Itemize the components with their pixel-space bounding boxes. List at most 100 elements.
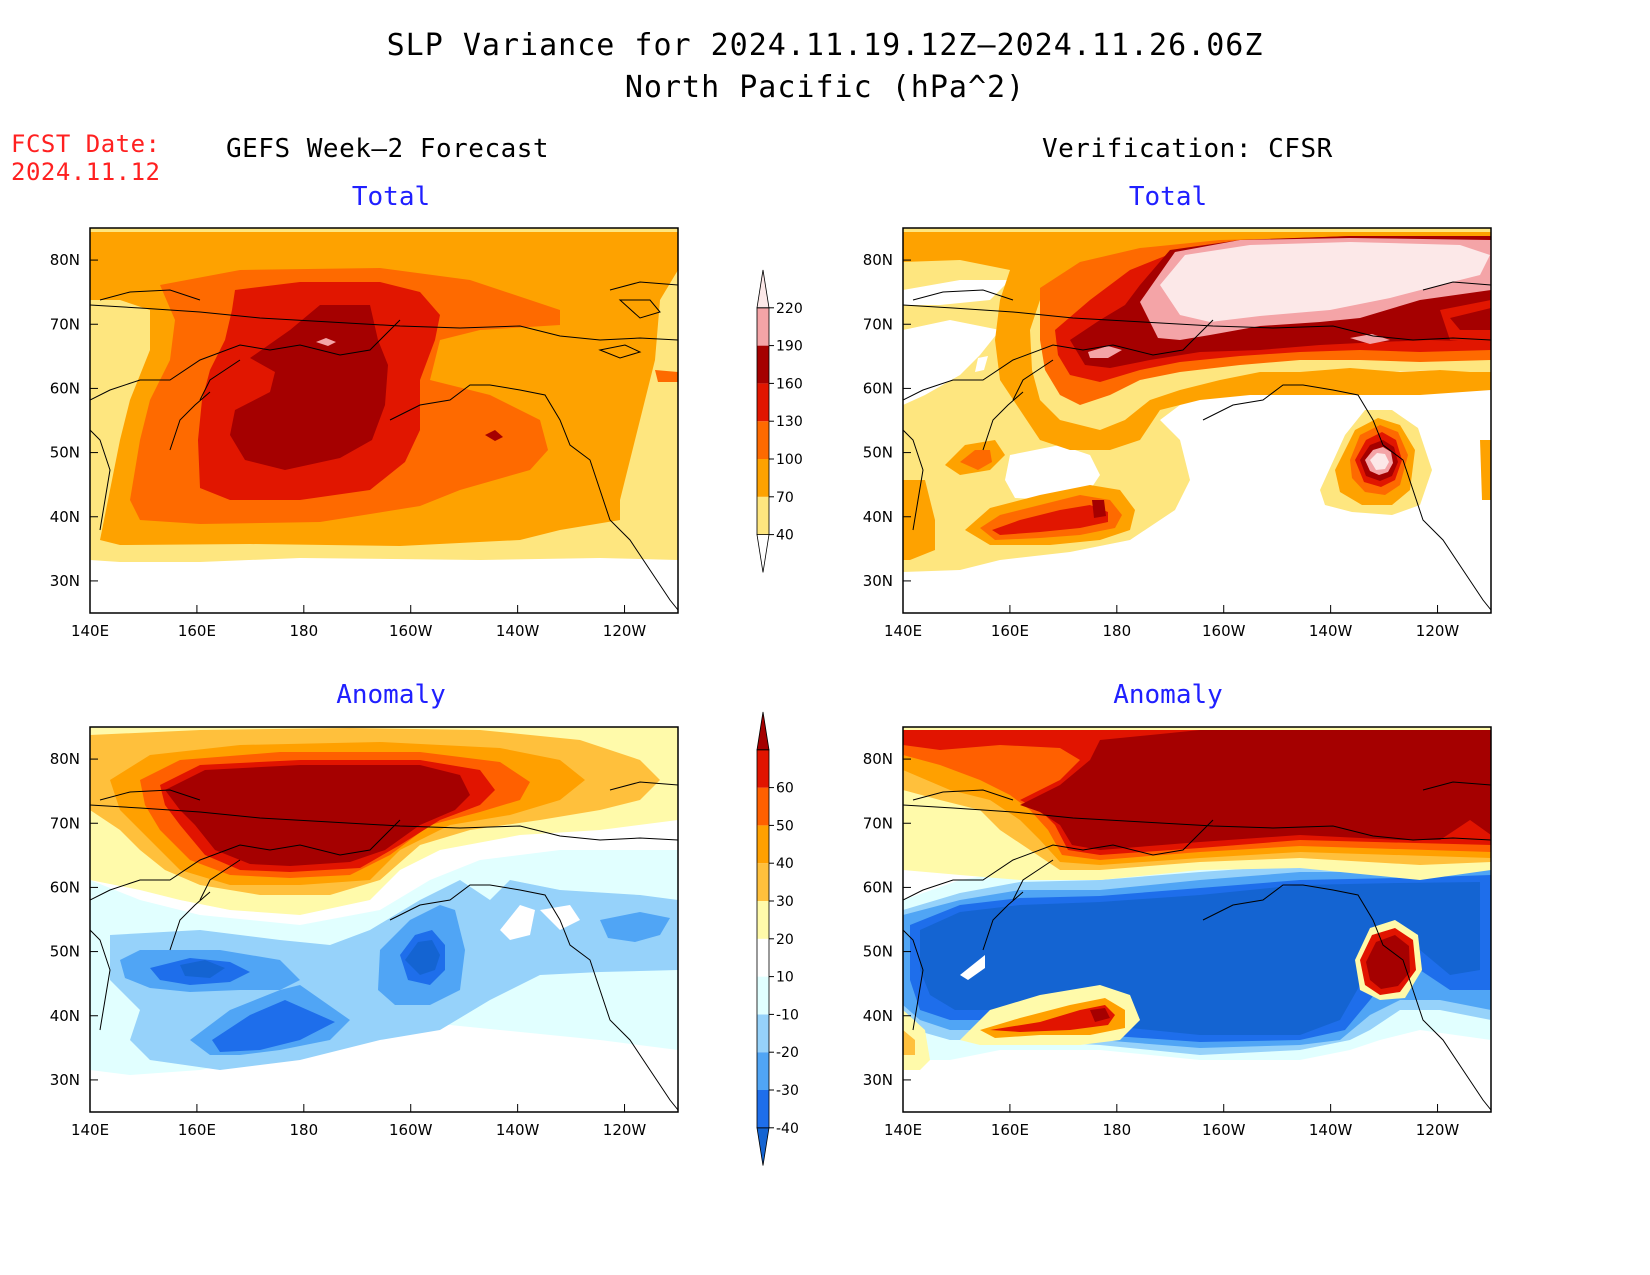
panel-cfsr-anomaly	[903, 727, 1491, 1112]
colorbar-label: -40	[776, 1121, 799, 1137]
coastlines	[90, 281, 1491, 1111]
contour-190-220-small2	[1350, 334, 1390, 344]
colorbar-segment	[756, 269, 770, 309]
main-title: SLP Variance for 2024.11.19.12Z–2024.11.…	[386, 28, 1264, 63]
west-edge-70	[903, 480, 935, 560]
colorbar-label: 50	[776, 818, 794, 834]
panel-cfsr-total	[903, 228, 1491, 613]
y-tick-label: 40N	[50, 508, 80, 526]
colorbar-label: 220	[776, 301, 803, 317]
y-tick-label: 60N	[863, 379, 893, 397]
colorbar-segment	[757, 496, 769, 535]
contour-60-70	[165, 765, 470, 866]
bc-core	[1370, 453, 1389, 470]
contour-60-70	[1020, 730, 1491, 850]
colorbar-segment	[757, 787, 769, 826]
panel-gefs-anomaly	[90, 727, 678, 1112]
left-column-title: GEFS Week–2 Forecast	[226, 134, 550, 164]
y-tick-label: 30N	[50, 1071, 80, 1089]
x-tick-label: 180	[1102, 622, 1131, 640]
colorbar-label: -30	[776, 1083, 799, 1099]
y-tick-label: 40N	[863, 1007, 893, 1025]
contour-blue-darkest-2	[180, 960, 225, 978]
contour-white-fleck	[960, 955, 985, 980]
colorbar-segment	[757, 459, 769, 497]
south-blob-60	[1090, 1008, 1110, 1022]
panel-title-top-left: Total	[351, 182, 431, 212]
colorbar-label: 30	[776, 894, 794, 910]
west-blob-100	[960, 450, 992, 470]
x-tick-label: 160E	[991, 1121, 1029, 1139]
x-tick-label: 140W	[1309, 622, 1353, 640]
colorbar-segment	[757, 901, 769, 939]
x-tick-label: 160E	[991, 622, 1029, 640]
colorbar-label: 160	[776, 376, 803, 392]
colorbar-segment	[757, 421, 769, 459]
contour-220-250	[1160, 242, 1490, 322]
right-column-title: Verification: CFSR	[1042, 134, 1333, 164]
colorbar-label: -20	[776, 1045, 799, 1061]
contour-190-220-small	[1088, 346, 1122, 358]
x-tick-label: 140E	[884, 622, 922, 640]
colorbar-segment	[757, 1014, 769, 1053]
y-tick-label: 60N	[50, 878, 80, 896]
y-tick-label: 30N	[863, 572, 893, 590]
y-tick-label: 60N	[863, 878, 893, 896]
east-edge-70	[1480, 440, 1491, 500]
colorbar-segment	[757, 863, 769, 901]
y-tick-label: 80N	[50, 251, 80, 269]
x-tick-label: 140W	[1309, 1121, 1353, 1139]
east-dark-red	[1450, 308, 1491, 330]
y-tick-label: 50N	[50, 943, 80, 961]
y-tick-label: 50N	[863, 444, 893, 462]
colorbar-label: 130	[776, 414, 803, 430]
contour-white-fleck-2	[540, 905, 580, 930]
colorbar-segment	[757, 345, 769, 384]
x-tick-label: 140W	[496, 1121, 540, 1139]
panel-title-bottom-right: Anomaly	[1113, 680, 1223, 710]
x-tick-label: 180	[289, 622, 318, 640]
y-tick-label: 70N	[50, 315, 80, 333]
colorbar-segment	[756, 1127, 770, 1166]
colorbar-segment	[757, 383, 769, 422]
x-tick-label: 140E	[71, 622, 109, 640]
panel-gefs-total	[90, 228, 678, 613]
y-tick-label: 70N	[863, 315, 893, 333]
x-tick-label: 160W	[389, 1121, 433, 1139]
x-tick-label: 120W	[1416, 1121, 1460, 1139]
y-tick-label: 30N	[863, 1071, 893, 1089]
y-tick-label: 60N	[50, 379, 80, 397]
colorbar-segment	[757, 749, 769, 788]
colorbar-segment	[757, 1090, 769, 1128]
contour-130-160-edge	[655, 370, 678, 382]
contour-160-190	[230, 305, 388, 470]
frame-bottom-right	[902, 726, 1492, 1113]
y-tick-label: 30N	[50, 572, 80, 590]
frame-top-left	[89, 227, 679, 614]
colorbar-total: 40 70 100 130 160 190 220	[756, 269, 803, 573]
colorbar-segment	[756, 711, 770, 751]
colorbar-segment	[757, 825, 769, 864]
colorbar-segment	[757, 1052, 769, 1090]
colorbar-label: 190	[776, 339, 803, 355]
white-gap-fleck	[975, 356, 988, 372]
white-gap-mid	[1005, 445, 1100, 500]
contour-160-190-ak	[485, 430, 503, 441]
contour-blue-dark-3	[212, 1000, 335, 1052]
colorbar-anomaly: -40 -30 -20 -10 10 20 30 40 50 60	[756, 711, 799, 1166]
colorbar-label: 10	[776, 970, 794, 986]
x-tick-label: 180	[1102, 1121, 1131, 1139]
colorbar-segment	[757, 307, 769, 346]
colorbar-label: 70	[776, 490, 794, 506]
x-tick-label: 140E	[884, 1121, 922, 1139]
x-tick-label: 160E	[178, 622, 216, 640]
x-tick-label: 160E	[178, 1121, 216, 1139]
panel-title-top-right: Total	[1128, 182, 1208, 212]
west-orange	[903, 1030, 915, 1055]
x-tick-label: 140W	[496, 622, 540, 640]
frame-top-right	[902, 227, 1492, 614]
contour-190-220	[316, 338, 336, 346]
y-tick-label: 40N	[50, 1007, 80, 1025]
x-tick-label: 160W	[1202, 1121, 1246, 1139]
south-blob-130	[992, 505, 1108, 535]
